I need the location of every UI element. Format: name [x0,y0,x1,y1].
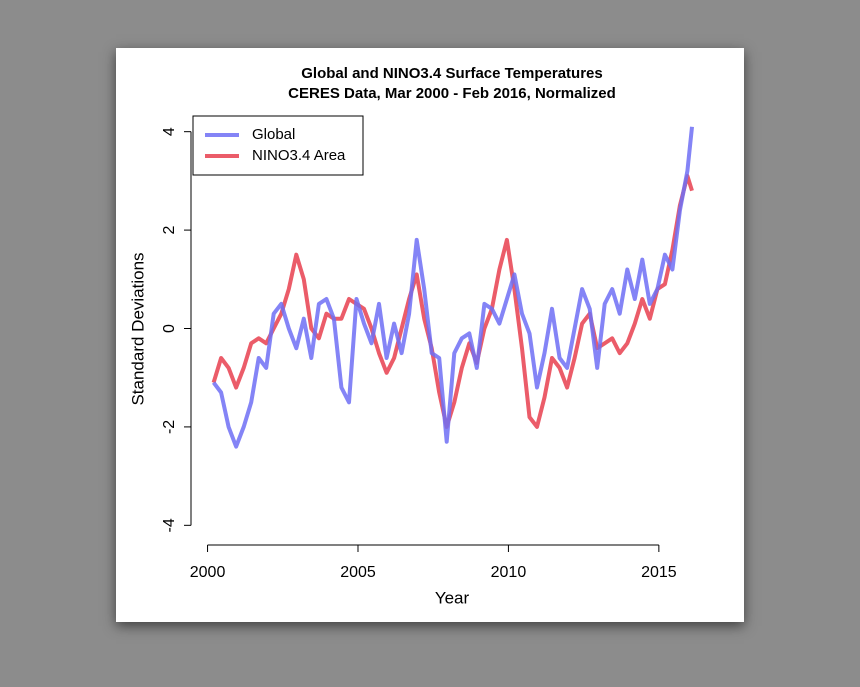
y-tick-label: -2 [161,420,178,434]
chart-title: Global and NINO3.4 Surface Temperatures [301,65,602,82]
series-line [211,174,694,429]
x-tick-label: 2000 [190,564,226,581]
x-tick-label: 2005 [340,564,376,581]
y-tick-label: 0 [161,324,178,333]
y-axis-label: Standard Deviations [128,252,147,405]
legend-box [192,115,364,176]
x-tick-label: 2010 [491,564,527,581]
y-tick-label: 4 [161,127,178,136]
x-tick-label: 2015 [641,564,677,581]
chart-subtitle: CERES Data, Mar 2000 - Feb 2016, Normali… [288,85,616,102]
legend-label: Global [252,126,295,143]
x-axis-label: Year [435,588,470,607]
series-line [212,126,694,449]
y-tick-label: -4 [161,518,178,532]
legend-label: NINO3.4 Area [252,147,346,164]
y-tick-label: 2 [161,226,178,235]
